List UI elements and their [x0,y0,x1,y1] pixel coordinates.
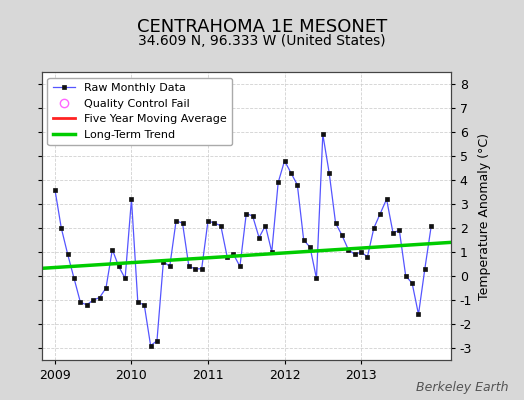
Raw Monthly Data [116,264,122,269]
Raw Monthly Data [320,132,326,137]
Raw Monthly Data [154,338,160,343]
Raw Monthly Data [294,182,300,187]
Raw Monthly Data [52,187,58,192]
Legend: Raw Monthly Data, Quality Control Fail, Five Year Moving Average, Long-Term Tren: Raw Monthly Data, Quality Control Fail, … [48,78,233,145]
Text: 34.609 N, 96.333 W (United States): 34.609 N, 96.333 W (United States) [138,34,386,48]
Raw Monthly Data [147,343,154,348]
Line: Raw Monthly Data: Raw Monthly Data [53,132,433,348]
Text: CENTRAHOMA 1E MESONET: CENTRAHOMA 1E MESONET [137,18,387,36]
Text: Berkeley Earth: Berkeley Earth [416,381,508,394]
Raw Monthly Data [185,264,192,269]
Raw Monthly Data [428,223,434,228]
Raw Monthly Data [179,221,185,226]
Y-axis label: Temperature Anomaly (°C): Temperature Anomaly (°C) [477,132,490,300]
Raw Monthly Data [167,264,173,269]
